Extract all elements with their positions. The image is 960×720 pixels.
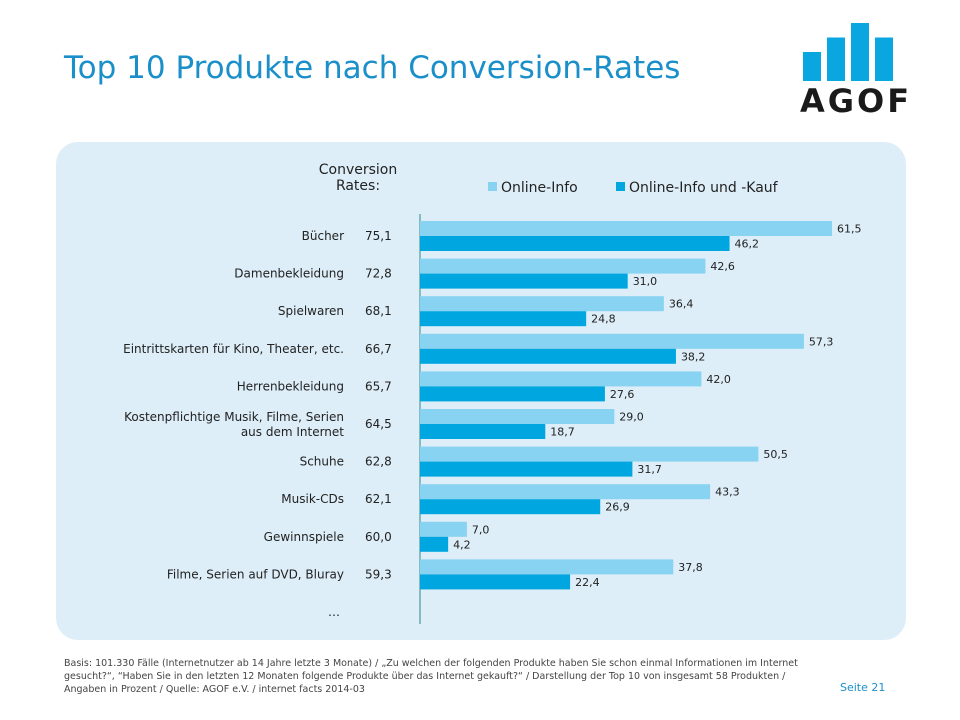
data-label: 42,6 bbox=[710, 260, 735, 273]
bar-online-info bbox=[420, 258, 706, 274]
trailing-row-label: … bbox=[328, 605, 340, 619]
conversion-rate-label: 62,8 bbox=[365, 455, 392, 469]
data-label: 24,8 bbox=[591, 313, 616, 326]
conversion-header-line1: Conversion bbox=[318, 162, 398, 178]
legend-swatch-online-info bbox=[488, 182, 497, 191]
conversion-rate-label: 66,7 bbox=[365, 342, 392, 356]
logo-bar bbox=[803, 52, 821, 81]
bar-online-info-kauf bbox=[420, 574, 571, 590]
category-label: Herrenbekleidung bbox=[237, 379, 344, 393]
bar-online-info-kauf bbox=[420, 424, 546, 439]
bar-online-info-kauf bbox=[420, 461, 633, 477]
data-label: 18,7 bbox=[550, 426, 575, 439]
category-label: Schuhe bbox=[300, 455, 344, 469]
category-label: Damenbekleidung bbox=[234, 267, 344, 281]
category-label: Filme, Serien auf DVD, Bluray bbox=[167, 567, 344, 581]
data-label: 46,2 bbox=[735, 238, 760, 251]
data-label: 7,0 bbox=[472, 523, 490, 536]
page-title: Top 10 Produkte nach Conversion-Rates bbox=[64, 50, 681, 86]
conversion-rate-label: 59,3 bbox=[365, 567, 392, 581]
logo-text: AGOF bbox=[800, 82, 913, 120]
conversion-rate-label: 72,8 bbox=[365, 267, 392, 281]
bar-online-info bbox=[420, 521, 467, 537]
bar-online-info bbox=[420, 484, 711, 500]
logo-bars-icon bbox=[803, 23, 893, 81]
bar-online-info-kauf bbox=[420, 348, 676, 364]
legend-item-online-info: Online-Info bbox=[488, 180, 578, 196]
data-label: 37,8 bbox=[678, 561, 703, 574]
conversion-rate-label: 68,1 bbox=[365, 304, 392, 318]
conversion-header-line2: Rates: bbox=[335, 178, 381, 194]
category-label: Bücher bbox=[302, 229, 344, 243]
data-label: 31,7 bbox=[637, 463, 662, 476]
data-label: 22,4 bbox=[575, 576, 600, 589]
conversion-rate-label: 75,1 bbox=[365, 229, 392, 243]
legend-label-online-info: Online-Info bbox=[501, 180, 578, 196]
data-label: 42,0 bbox=[706, 373, 731, 386]
conversion-rate-label: 62,1 bbox=[365, 492, 392, 506]
data-label: 26,9 bbox=[605, 501, 630, 514]
category-label: Kostenpflichtige Musik, Filme, Serien aus… bbox=[124, 410, 344, 439]
bar-online-info bbox=[420, 409, 615, 424]
bar-online-info-kauf bbox=[420, 311, 587, 327]
bar-online-info bbox=[420, 296, 664, 312]
data-label: 61,5 bbox=[837, 223, 862, 236]
bar-online-info-kauf bbox=[420, 236, 730, 251]
bar-online-info-kauf bbox=[420, 536, 449, 552]
legend-swatch-online-info-kauf bbox=[616, 182, 625, 191]
bar-online-info bbox=[420, 446, 759, 462]
legend-label-online-info-kauf: Online-Info und -Kauf bbox=[629, 180, 778, 196]
bar-online-info-kauf bbox=[420, 499, 601, 515]
conversion-rate-label: 60,0 bbox=[365, 530, 392, 544]
logo-bar bbox=[851, 23, 869, 81]
legend-item-online-info-kauf: Online-Info und -Kauf bbox=[616, 180, 778, 196]
category-label: Spielwaren bbox=[278, 304, 344, 318]
page-number: Seite 21 bbox=[840, 681, 886, 694]
bar-online-info bbox=[420, 371, 702, 387]
agof-logo: AGOF bbox=[800, 22, 913, 122]
data-label: 50,5 bbox=[763, 448, 788, 461]
bar-online-info-kauf bbox=[420, 386, 605, 402]
data-label: 27,6 bbox=[610, 388, 635, 401]
bar-online-info bbox=[420, 333, 804, 349]
bar-online-info bbox=[420, 221, 833, 236]
data-label: 36,4 bbox=[669, 298, 694, 311]
conversion-rate-label: 65,7 bbox=[365, 379, 392, 393]
data-label: 4,2 bbox=[453, 538, 471, 551]
logo-bar bbox=[827, 37, 845, 81]
conversion-rates-header: Conversion Rates: bbox=[313, 162, 403, 194]
bar-online-info-kauf bbox=[420, 273, 628, 289]
data-label: 31,0 bbox=[633, 275, 658, 288]
bar-online-info bbox=[420, 559, 674, 575]
data-label: 43,3 bbox=[715, 486, 740, 499]
category-label: Gewinnspiele bbox=[264, 530, 344, 544]
data-label: 57,3 bbox=[809, 335, 834, 348]
data-label: 38,2 bbox=[681, 350, 706, 363]
footnote: Basis: 101.330 Fälle (Internetnutzer ab … bbox=[64, 658, 798, 695]
category-label: Eintrittskarten für Kino, Theater, etc. bbox=[123, 342, 344, 356]
logo-bar bbox=[875, 37, 893, 81]
conversion-rate-label: 64,5 bbox=[365, 417, 392, 431]
category-label: Musik-CDs bbox=[281, 492, 344, 506]
data-label: 29,0 bbox=[619, 411, 644, 424]
